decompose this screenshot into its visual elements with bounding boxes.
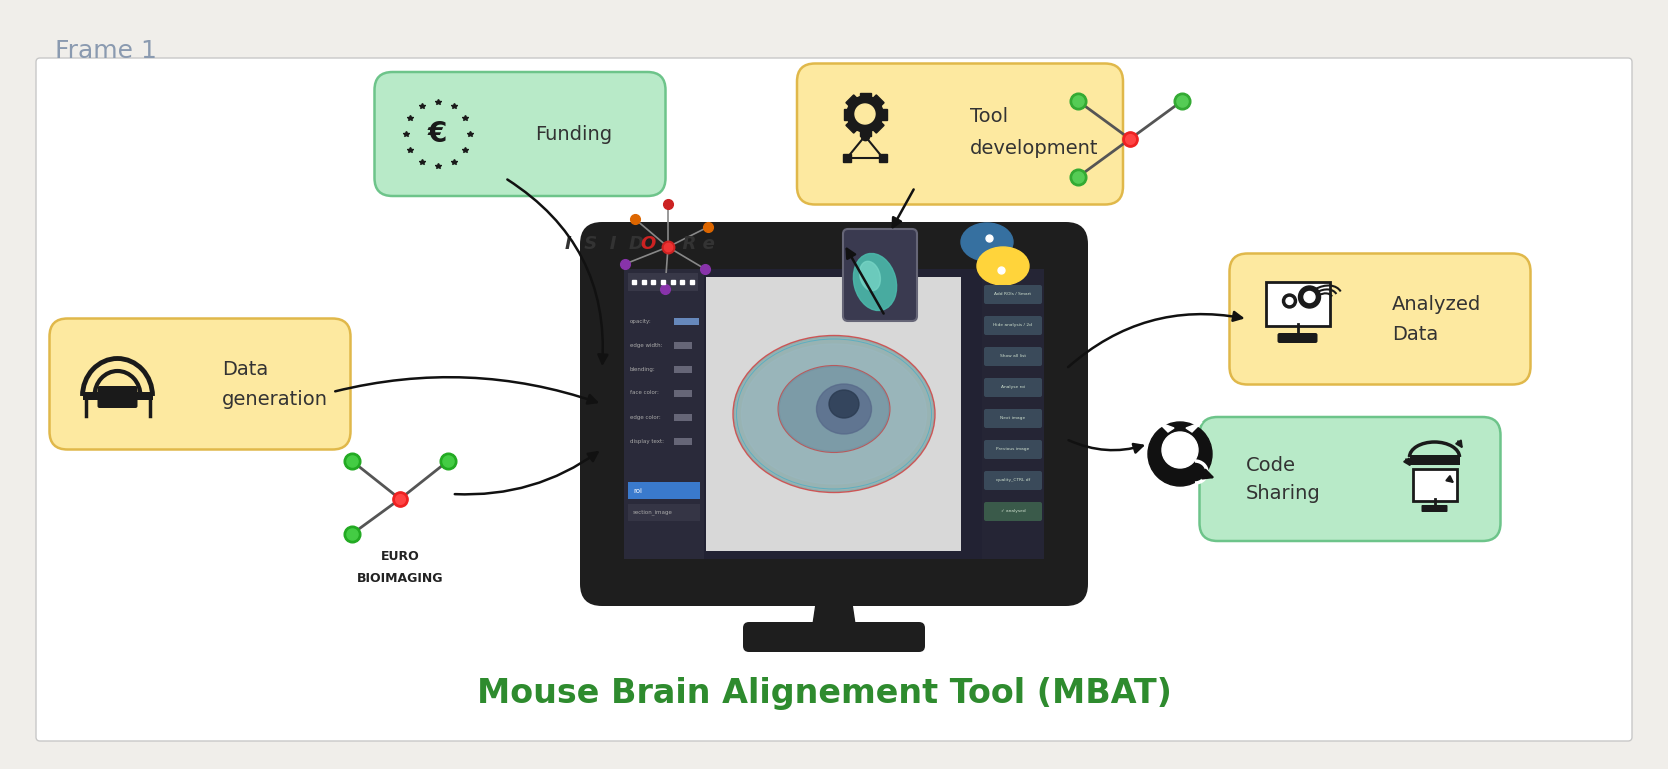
- FancyBboxPatch shape: [674, 414, 692, 421]
- Text: Tool: Tool: [971, 106, 1007, 125]
- Polygon shape: [812, 584, 856, 631]
- FancyBboxPatch shape: [1413, 469, 1456, 501]
- Bar: [859, 92, 871, 99]
- Circle shape: [1298, 286, 1321, 308]
- FancyBboxPatch shape: [1266, 282, 1329, 326]
- Text: display text:: display text:: [631, 438, 664, 444]
- FancyBboxPatch shape: [1229, 254, 1531, 384]
- Polygon shape: [1158, 422, 1174, 432]
- Text: blending:: blending:: [631, 367, 656, 371]
- Bar: [859, 128, 871, 135]
- FancyBboxPatch shape: [742, 622, 926, 652]
- Ellipse shape: [859, 261, 881, 291]
- FancyBboxPatch shape: [674, 318, 699, 325]
- Bar: [846, 95, 859, 108]
- Text: Analyzed: Analyzed: [1393, 295, 1481, 314]
- Circle shape: [1148, 422, 1213, 486]
- Ellipse shape: [829, 390, 859, 418]
- FancyBboxPatch shape: [984, 440, 1042, 459]
- Ellipse shape: [779, 367, 889, 451]
- Text: Sharing: Sharing: [1246, 484, 1321, 502]
- FancyBboxPatch shape: [797, 64, 1123, 205]
- Circle shape: [856, 104, 876, 124]
- FancyBboxPatch shape: [674, 390, 692, 397]
- Text: Show all list: Show all list: [999, 354, 1026, 358]
- Text: ✓ analysed: ✓ analysed: [1001, 509, 1026, 513]
- Circle shape: [1283, 294, 1296, 308]
- Text: Analyse roi: Analyse roi: [1001, 385, 1026, 389]
- Text: face color:: face color:: [631, 391, 659, 395]
- FancyBboxPatch shape: [984, 502, 1042, 521]
- FancyBboxPatch shape: [1278, 333, 1318, 343]
- Text: EURO: EURO: [380, 551, 419, 564]
- FancyBboxPatch shape: [674, 342, 692, 349]
- Text: development: development: [971, 138, 1099, 158]
- Text: edge color:: edge color:: [631, 414, 661, 420]
- FancyBboxPatch shape: [82, 392, 152, 400]
- FancyBboxPatch shape: [984, 378, 1042, 397]
- Text: section_image: section_image: [632, 509, 672, 514]
- Text: I  S  I  D: I S I D: [565, 235, 644, 253]
- Circle shape: [1304, 291, 1314, 302]
- Circle shape: [1163, 432, 1198, 468]
- Text: €: €: [427, 120, 447, 148]
- FancyBboxPatch shape: [375, 72, 666, 196]
- Ellipse shape: [734, 337, 934, 491]
- Ellipse shape: [742, 344, 926, 484]
- Text: edge width:: edge width:: [631, 342, 662, 348]
- FancyBboxPatch shape: [984, 285, 1042, 304]
- Text: Frame 1: Frame 1: [55, 39, 157, 63]
- Bar: [871, 121, 884, 133]
- Ellipse shape: [854, 254, 897, 311]
- Text: generation: generation: [222, 390, 329, 408]
- FancyBboxPatch shape: [627, 273, 697, 291]
- FancyBboxPatch shape: [624, 269, 704, 559]
- Text: R e: R e: [671, 235, 716, 253]
- Text: Hide analysis / 2d: Hide analysis / 2d: [994, 323, 1032, 327]
- Text: opacity:: opacity:: [631, 318, 652, 324]
- Bar: [871, 95, 884, 108]
- Text: Data: Data: [222, 359, 269, 378]
- Circle shape: [847, 96, 882, 132]
- Text: Code: Code: [1246, 455, 1296, 474]
- Text: Data: Data: [1393, 325, 1438, 344]
- FancyBboxPatch shape: [842, 229, 917, 321]
- Ellipse shape: [817, 384, 871, 434]
- Bar: [879, 108, 886, 119]
- FancyBboxPatch shape: [97, 386, 137, 408]
- FancyBboxPatch shape: [627, 504, 701, 521]
- Ellipse shape: [961, 223, 1012, 261]
- Text: Mouse Brain Alignement Tool (MBAT): Mouse Brain Alignement Tool (MBAT): [477, 677, 1171, 711]
- FancyBboxPatch shape: [984, 471, 1042, 490]
- Text: BIOIMAGING: BIOIMAGING: [357, 572, 444, 585]
- Text: O: O: [641, 235, 656, 253]
- FancyBboxPatch shape: [984, 316, 1042, 335]
- FancyBboxPatch shape: [984, 347, 1042, 366]
- Bar: [844, 108, 851, 119]
- FancyBboxPatch shape: [1421, 505, 1448, 512]
- FancyBboxPatch shape: [674, 366, 692, 373]
- FancyBboxPatch shape: [1199, 417, 1501, 541]
- FancyBboxPatch shape: [674, 438, 692, 445]
- FancyBboxPatch shape: [706, 277, 961, 551]
- Text: Previous image: Previous image: [996, 447, 1029, 451]
- FancyBboxPatch shape: [50, 318, 350, 450]
- FancyBboxPatch shape: [1409, 455, 1460, 465]
- FancyBboxPatch shape: [984, 409, 1042, 428]
- FancyBboxPatch shape: [580, 222, 1088, 606]
- Text: quality_CTRL df: quality_CTRL df: [996, 478, 1031, 482]
- Text: roi: roi: [632, 488, 642, 494]
- Text: Add ROIs / Smart: Add ROIs / Smart: [994, 292, 1031, 296]
- Ellipse shape: [977, 247, 1029, 285]
- FancyBboxPatch shape: [627, 482, 701, 499]
- FancyBboxPatch shape: [982, 269, 1044, 559]
- Bar: [846, 121, 859, 133]
- FancyBboxPatch shape: [624, 269, 1044, 559]
- Text: Funding: Funding: [535, 125, 612, 144]
- Circle shape: [1286, 298, 1293, 305]
- FancyBboxPatch shape: [37, 58, 1631, 741]
- Polygon shape: [1186, 422, 1203, 432]
- Text: Next image: Next image: [1001, 416, 1026, 420]
